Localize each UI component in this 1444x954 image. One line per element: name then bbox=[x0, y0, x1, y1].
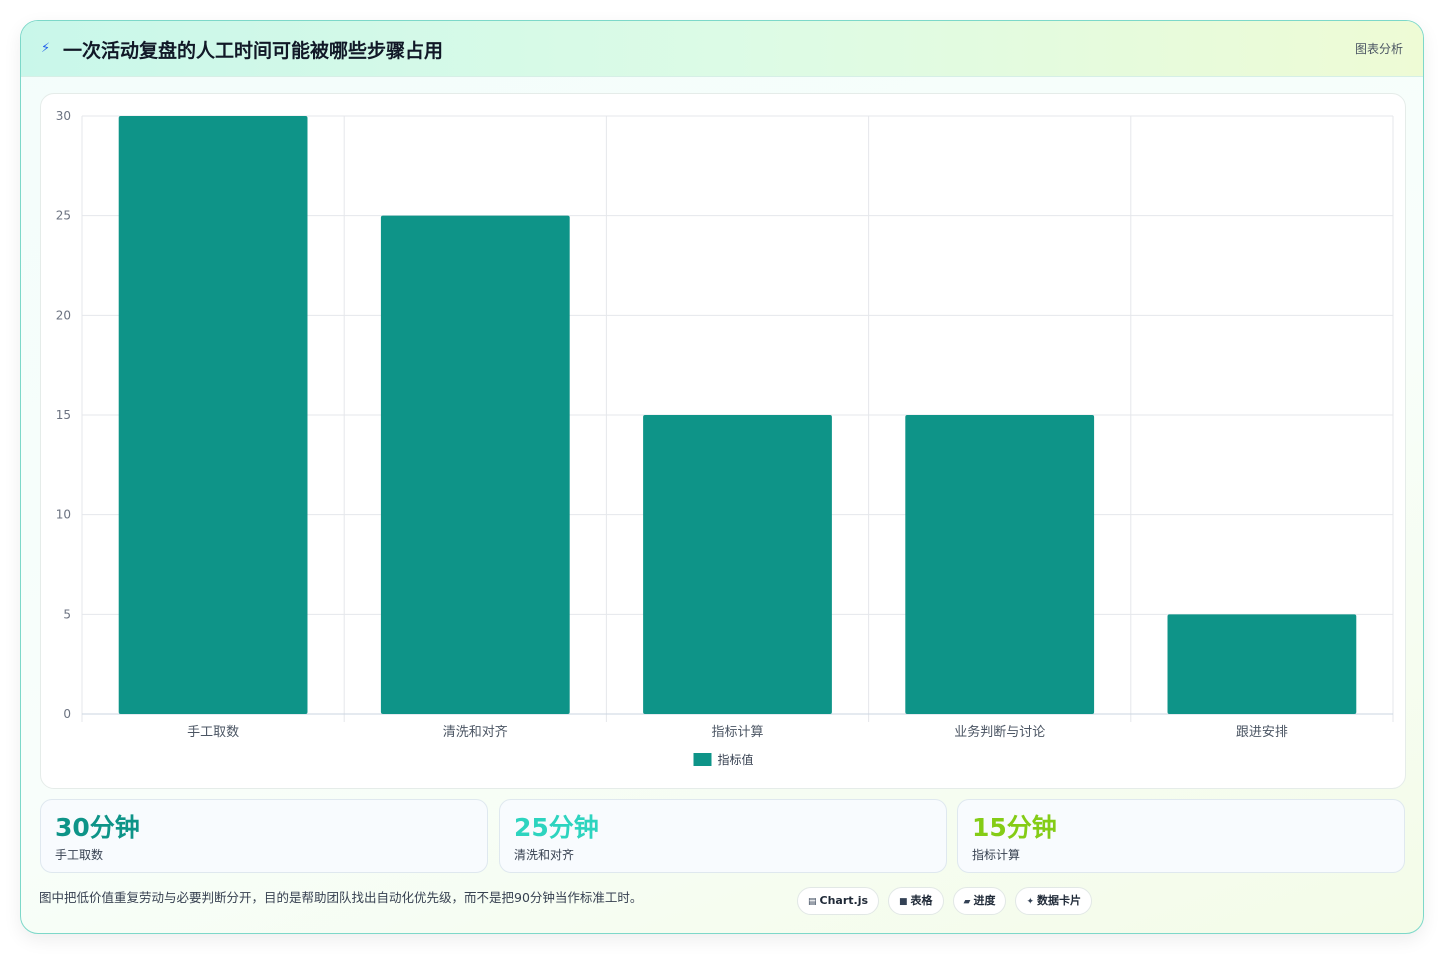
chip-label: 表格 bbox=[910, 894, 933, 907]
stat-card-3: 15分钟 指标计算 bbox=[957, 799, 1405, 873]
table-icon: ■ bbox=[899, 897, 908, 907]
bar bbox=[118, 116, 308, 714]
x-tick-label: 指标计算 bbox=[711, 725, 763, 740]
x-tick-label: 业务判断与讨论 bbox=[954, 724, 1045, 740]
legend-swatch bbox=[693, 753, 712, 766]
stat-value: 15分钟 bbox=[972, 813, 1057, 842]
feature-chips: ▤ Chart.js ■ 表格 ▰ 进度 ✦ 数据卡片 bbox=[797, 887, 1093, 915]
stat-value: 30分钟 bbox=[55, 813, 140, 842]
chip-progress[interactable]: ▰ 进度 bbox=[952, 887, 1007, 915]
chip-label: Chart.js bbox=[819, 894, 869, 907]
bolt-icon: ⚡ bbox=[41, 41, 51, 56]
chip-label: 进度 bbox=[973, 894, 996, 907]
bar bbox=[643, 415, 832, 714]
y-tick-label: 0 bbox=[63, 707, 71, 721]
bar bbox=[1167, 614, 1357, 714]
bar bbox=[380, 215, 570, 714]
card-header: ⚡ 一次活动复盘的人工时间可能被哪些步骤占用 图表分析 bbox=[21, 21, 1423, 77]
x-tick-label: 跟进安排 bbox=[1236, 725, 1288, 740]
stat-card-1: 30分钟 手工取数 bbox=[40, 799, 488, 873]
y-tick-label: 30 bbox=[56, 109, 71, 123]
chart-analysis-tag: 图表分析 bbox=[1354, 42, 1403, 56]
chip-table[interactable]: ■ 表格 bbox=[888, 887, 944, 915]
y-tick-label: 5 bbox=[63, 607, 71, 621]
chart-card: ⚡ 一次活动复盘的人工时间可能被哪些步骤占用 图表分析 0 5 10 15 20 25 30… bbox=[20, 20, 1424, 934]
chart-icon: ▤ bbox=[808, 897, 817, 907]
chart-panel: 0 5 10 15 20 25 30 手工取数 清洗和对齐 指标计算 业务判断与讨论 跟进安排指标值 bbox=[40, 93, 1406, 789]
progress-icon: ▰ bbox=[963, 897, 971, 907]
page-title: 一次活动复盘的人工时间可能被哪些步骤占用 bbox=[63, 40, 444, 62]
y-tick-label: 10 bbox=[56, 508, 71, 522]
x-tick-label: 清洗和对齐 bbox=[443, 724, 508, 740]
y-tick-label: 15 bbox=[56, 408, 71, 422]
y-tick-label: 25 bbox=[56, 209, 71, 223]
chip-label: 数据卡片 bbox=[1037, 894, 1082, 907]
stat-value: 25分钟 bbox=[514, 813, 599, 842]
stat-card-2: 25分钟 清洗和对齐 bbox=[499, 799, 947, 873]
legend-label: 指标值 bbox=[718, 752, 754, 767]
stat-label: 清洗和对齐 bbox=[514, 848, 575, 862]
footnote: 图中把低价值重复劳动与必要判断分开，目的是帮助团队找出自动化优先级，而不是把90… bbox=[39, 890, 643, 905]
bar bbox=[905, 415, 1095, 714]
sparkle-icon: ✦ bbox=[1026, 897, 1035, 907]
stat-label: 指标计算 bbox=[972, 848, 1021, 862]
x-tick-label: 手工取数 bbox=[187, 725, 239, 740]
chip-chartjs[interactable]: ▤ Chart.js bbox=[797, 887, 880, 915]
stat-label: 手工取数 bbox=[55, 848, 104, 862]
chip-data-cards[interactable]: ✦ 数据卡片 bbox=[1015, 887, 1093, 915]
y-tick-label: 20 bbox=[56, 308, 71, 322]
